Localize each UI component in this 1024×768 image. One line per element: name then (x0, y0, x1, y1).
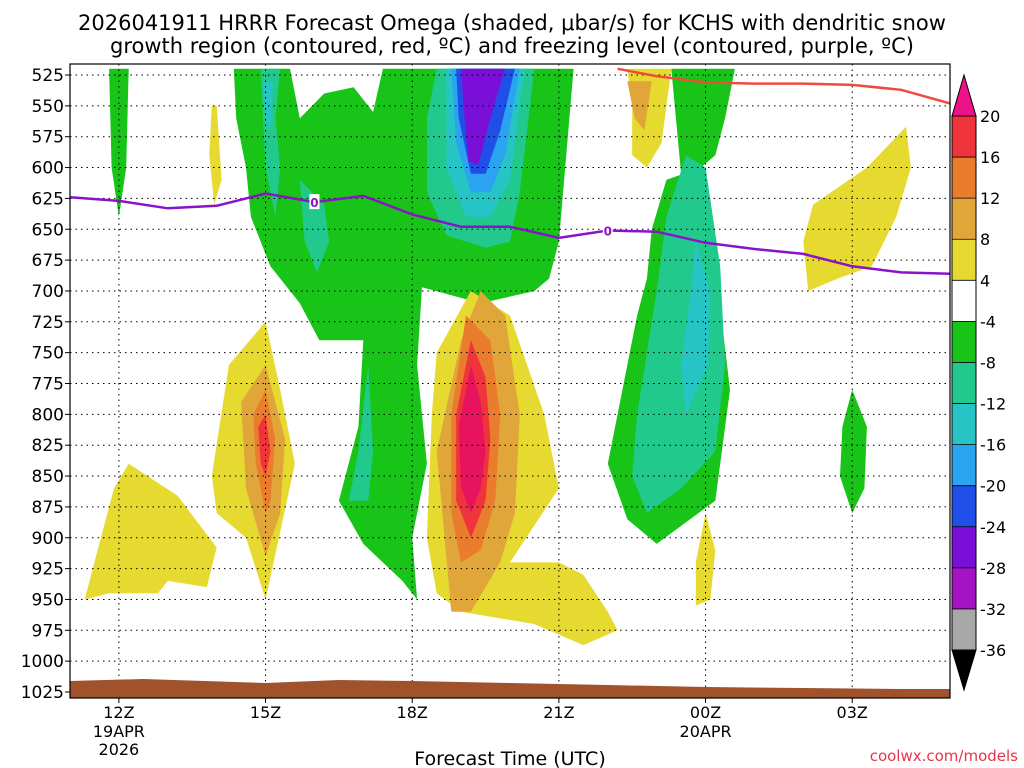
x-axis-title: Forecast Time (UTC) (414, 748, 605, 768)
omega-region-neg12-8 (632, 155, 726, 514)
gridlines (70, 64, 950, 698)
y-tick-label-575: 575 (32, 128, 64, 148)
colorbar-segment-3 (952, 239, 976, 281)
omega-region-neg8-0 (109, 68, 129, 217)
colorbar-segment-5 (952, 321, 976, 363)
y-tick-label-750: 750 (32, 344, 64, 364)
colorbar-label-3: 8 (980, 230, 990, 249)
freezing-level-label-1: 0 (604, 224, 612, 238)
y-tick-label-725: 725 (32, 313, 64, 333)
terrain-fill (70, 679, 950, 698)
colorbar-label-10: -24 (980, 518, 1006, 537)
terrain-layer (70, 679, 950, 698)
chart-title-line2: growth region (contoured, red, ºC) and f… (110, 34, 914, 58)
x-tick-label-12Z: 12Z (103, 703, 134, 722)
contour-lines-layer: 00 (70, 67, 950, 275)
colorbar-label-2: 12 (980, 189, 1000, 208)
colorbar-segment-4 (952, 280, 976, 322)
y-tick-label-525: 525 (32, 66, 64, 86)
colorbar-label-12: -32 (980, 600, 1006, 619)
colorbar-label-7: -12 (980, 395, 1006, 414)
freezing-label-bg-0 (309, 194, 320, 210)
colorbar-segment-6 (952, 362, 976, 404)
y-tick-label-850: 850 (32, 467, 64, 487)
x-tick-label-15Z: 15Z (250, 703, 281, 722)
colorbar-segment-2 (952, 198, 976, 240)
y-tick-label-675: 675 (32, 251, 64, 271)
colorbar-segment-0 (952, 116, 976, 158)
y-tick-label-825: 825 (32, 436, 64, 456)
colorbar-label-8: -16 (980, 436, 1006, 455)
colorbar-segment-9 (952, 485, 976, 527)
omega-region-neg8-3 (840, 389, 867, 514)
colorbar-label-13: -36 (980, 641, 1006, 660)
x-tick-label-18Z: 18Z (397, 703, 428, 722)
omega-region-pos8-24 (627, 81, 652, 131)
colorbar-segment-11 (952, 567, 976, 609)
colorbar-top-arrow (951, 73, 977, 117)
omega-region-neg28-14 (461, 68, 506, 166)
omega-shading-layer (84, 68, 911, 646)
y-tick-label-975: 975 (32, 621, 64, 641)
colorbar-segment-1 (952, 157, 976, 199)
y-tick-label-875: 875 (32, 498, 64, 518)
y-tick-label-550: 550 (32, 97, 64, 117)
y-tick-label-800: 800 (32, 405, 64, 425)
omega-region-neg16-11 (681, 241, 711, 415)
colorbar-segment-8 (952, 444, 976, 486)
colorbar-segment-10 (952, 526, 976, 568)
y-tick-label-900: 900 (32, 529, 64, 549)
x-tick-label-21Z: 21Z (543, 703, 574, 722)
colorbar-label-11: -28 (980, 559, 1006, 578)
plot-frame (69, 63, 951, 699)
colorbar-label-6: -8 (980, 353, 996, 372)
y-tick-label-700: 700 (32, 282, 64, 302)
colorbar-label-4: 4 (980, 271, 990, 290)
colorbar-label-1: 16 (980, 148, 1000, 167)
y-axis-ticks: 525 550 575 600 625 650 675 700 725 750 775 800 825 8… (21, 66, 70, 703)
dgz-contour-line (617, 67, 950, 105)
x-tick-label-00Z: 00Z (690, 703, 721, 722)
credit-text: coolwx.com/models (870, 747, 1018, 765)
colorbar: 20 16 12 8 4 -4 -8 -12 -16 -20 -24 -28 -32 -36 (951, 73, 1006, 692)
colorbar-bottom-arrow (951, 649, 977, 692)
y-tick-label-950: 950 (32, 590, 64, 610)
y-tick-label-625: 625 (32, 189, 64, 209)
chart-title-line1: 2026041911 HRRR Forecast Omega (shaded, … (78, 11, 946, 35)
y-tick-label-650: 650 (32, 220, 64, 240)
omega-region-pos4-15 (209, 105, 222, 205)
freezing-level-line (70, 192, 950, 275)
colorbar-label-0: 20 (980, 107, 1000, 126)
y-tick-label-775: 775 (32, 375, 64, 395)
y-tick-label-600: 600 (32, 159, 64, 179)
y-tick-label-1000: 1000 (21, 652, 64, 672)
y-tick-label-1025: 1025 (21, 683, 64, 703)
colorbar-segment-7 (952, 403, 976, 445)
colorbar-label-5: -4 (980, 312, 996, 331)
x-tick-year-12Z: 2026 (99, 740, 140, 759)
omega-region-neg12-6 (348, 365, 374, 501)
x-tick-date-12Z: 19APR (93, 722, 145, 741)
omega-region-pos20-29 (458, 365, 486, 514)
omega-region-pos16-27 (258, 414, 271, 477)
colorbar-segment-12 (952, 608, 976, 650)
x-tick-date-00Z: 20APR (680, 722, 732, 741)
x-tick-label-03Z: 03Z (837, 703, 868, 722)
y-tick-label-925: 925 (32, 560, 64, 580)
omega-region-neg12-5 (299, 179, 330, 273)
freezing-label-bg-1 (602, 222, 613, 238)
colorbar-label-9: -20 (980, 477, 1006, 496)
freezing-level-label-0: 0 (310, 196, 318, 210)
omega-region-pos4-16 (84, 463, 217, 600)
